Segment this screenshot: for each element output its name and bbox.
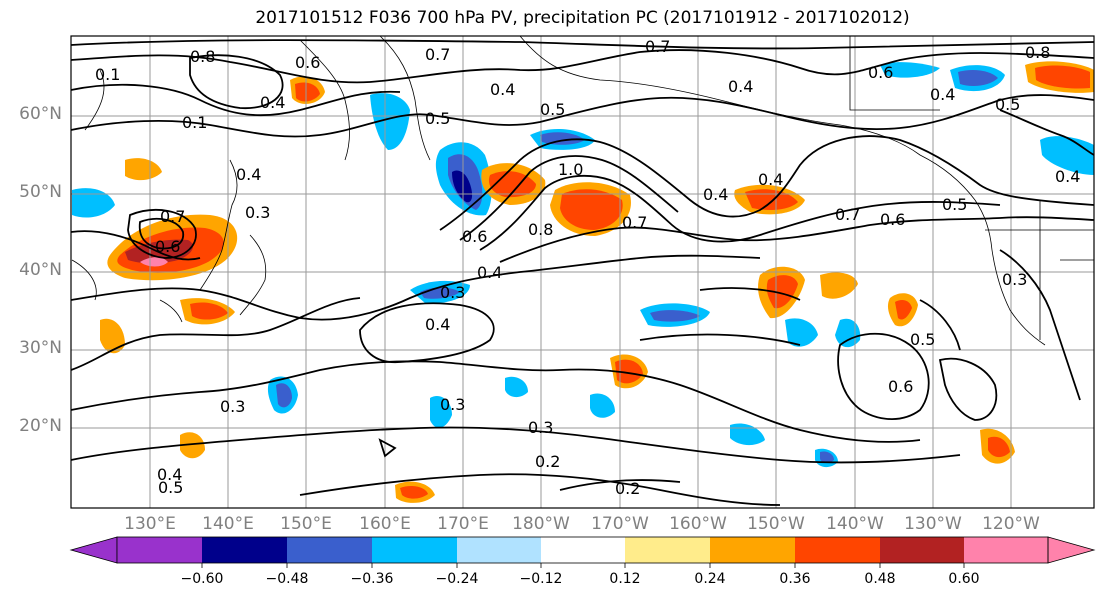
- longitude-label: 140°W: [826, 514, 884, 534]
- map-title: 2017101512 F036 700 hPa PV, precipitatio…: [255, 8, 910, 28]
- contour-label: 0.4: [758, 170, 783, 189]
- colorbar-swatch: [625, 537, 710, 563]
- pv-contours: [70, 39, 1095, 506]
- colorbar-swatch: [880, 537, 964, 563]
- contour-label: 0.3: [245, 203, 270, 222]
- longitude-label: 120°W: [982, 514, 1040, 534]
- colorbar-swatch: [1047, 536, 1096, 564]
- contour-label: 0.4: [260, 93, 285, 112]
- colorbar-swatch: [287, 537, 372, 563]
- longitude-label: 160°E: [359, 514, 411, 534]
- contour-labels: 0.8 0.6 0.7 0.4 0.1 0.5 0.4 0.7 0.4 0.6 …: [95, 37, 1080, 498]
- longitude-label: 140°E: [202, 514, 254, 534]
- contour-label: 0.8: [190, 47, 215, 66]
- contour-label: 0.5: [158, 478, 183, 497]
- latitude-label: 20°N: [19, 416, 62, 436]
- colorbar-swatch: [69, 536, 118, 564]
- longitude-label: 130°W: [904, 514, 962, 534]
- colorbar-tick-label: −0.36: [350, 571, 394, 587]
- longitude-label: 150°W: [747, 514, 805, 534]
- colorbar-swatch: [457, 537, 541, 563]
- colorbar-swatch: [372, 537, 457, 563]
- contour-label: 0.3: [220, 397, 245, 416]
- contour-label: 0.7: [835, 205, 860, 224]
- longitude-label: 170°W: [591, 514, 649, 534]
- precipitation-shading: [72, 61, 1094, 503]
- contour-label: 0.3: [1002, 270, 1027, 289]
- contour-label: 0.4: [703, 185, 728, 204]
- colorbar-tick-label: −0.60: [180, 571, 224, 587]
- colorbar-swatch: [964, 537, 1048, 563]
- contour-label: 0.6: [295, 53, 320, 72]
- contour-label: 0.2: [615, 479, 640, 498]
- colorbar-swatch: [202, 537, 287, 563]
- colorbar-swatch: [117, 537, 202, 563]
- contour-label: 0.7: [425, 45, 450, 64]
- contour-label: 0.2: [535, 452, 560, 471]
- colorbar-tick-label: −0.12: [519, 571, 563, 587]
- contour-label: 0.5: [942, 195, 967, 214]
- contour-label: 0.4: [490, 80, 515, 99]
- contour-label: 0.1: [182, 113, 207, 132]
- longitude-label: 170°E: [437, 514, 489, 534]
- longitude-label: 160°W: [669, 514, 727, 534]
- contour-label: 0.3: [528, 418, 553, 437]
- contour-label: 0.4: [477, 263, 502, 282]
- colorbar-tick-label: 0.36: [779, 571, 811, 587]
- colorbar-swatch: [710, 537, 795, 563]
- contour-label: 0.5: [995, 95, 1020, 114]
- contour-label: 0.7: [622, 213, 647, 232]
- contour-label: 0.4: [1055, 167, 1080, 186]
- contour-label: 0.1: [95, 65, 120, 84]
- colorbar-tick-label: 0.12: [609, 571, 641, 587]
- contour-label: 0.3: [440, 283, 465, 302]
- contour-label: 0.4: [425, 315, 450, 334]
- graticule: [71, 36, 1094, 508]
- longitude-label: 150°E: [280, 514, 332, 534]
- contour-label: 0.8: [528, 220, 553, 239]
- contour-label: 0.6: [868, 63, 893, 82]
- contour-label: 0.8: [1025, 43, 1050, 62]
- contour-label: 0.4: [728, 77, 753, 96]
- contour-label: 0.6: [888, 377, 913, 396]
- contour-label: 0.4: [236, 165, 261, 184]
- longitude-label: 180°W: [512, 514, 570, 534]
- contour-label: 0.6: [462, 227, 487, 246]
- contour-label: 0.5: [425, 109, 450, 128]
- colorbar-tick-label: 0.24: [694, 571, 726, 587]
- colorbar-tick-label: −0.24: [435, 571, 479, 587]
- contour-label: 1.0: [558, 160, 583, 179]
- colorbar-swatch: [795, 537, 880, 563]
- contour-label: 0.7: [645, 37, 670, 56]
- longitude-label: 130°E: [124, 514, 176, 534]
- colorbar-swatch: [541, 537, 625, 563]
- contour-label: 0.4: [930, 85, 955, 104]
- contour-label: 0.7: [160, 207, 185, 226]
- latitude-label: 50°N: [19, 182, 62, 202]
- contour-label: 0.4: [157, 465, 182, 484]
- contour-label: 0.5: [910, 330, 935, 349]
- colorbar-tick-label: −0.48: [265, 571, 309, 587]
- contour-label: 0.6: [155, 237, 180, 256]
- latitude-label: 40°N: [19, 260, 62, 280]
- contour-label: 0.5: [540, 100, 565, 119]
- contour-label: 0.6: [880, 210, 905, 229]
- colorbar-tick-label: 0.60: [948, 571, 980, 587]
- map-frame: [70, 35, 1095, 509]
- latitude-label: 30°N: [19, 338, 62, 358]
- latitude-label: 60°N: [19, 104, 62, 124]
- colorbar: [69, 536, 1096, 568]
- contour-label: 0.3: [440, 395, 465, 414]
- colorbar-tick-label: 0.48: [864, 571, 896, 587]
